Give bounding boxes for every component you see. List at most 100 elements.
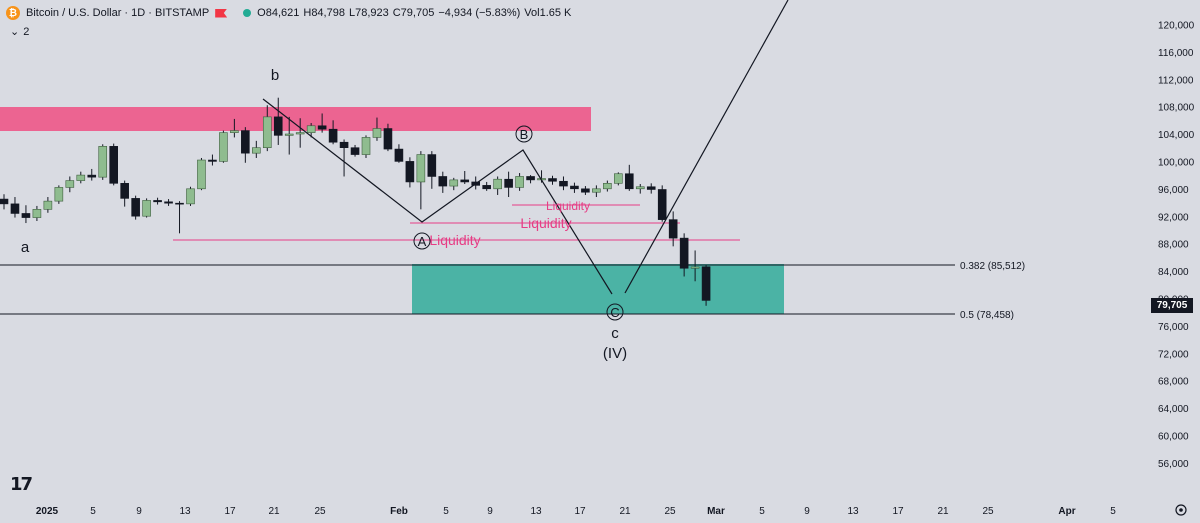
candle[interactable] xyxy=(603,180,612,192)
candle[interactable] xyxy=(701,265,711,306)
candle[interactable] xyxy=(504,171,513,198)
candle[interactable] xyxy=(427,151,437,189)
candle[interactable] xyxy=(592,185,601,198)
price-tick-label: 100,000 xyxy=(1158,158,1195,169)
candle[interactable] xyxy=(54,185,64,204)
candle[interactable] xyxy=(614,172,623,186)
candle[interactable] xyxy=(197,157,206,191)
candle-body xyxy=(98,146,108,178)
candle[interactable] xyxy=(262,105,272,152)
candle[interactable] xyxy=(252,140,261,158)
candle[interactable] xyxy=(10,197,20,218)
abc-wave-path[interactable] xyxy=(262,98,613,295)
price-tick-label: 108,000 xyxy=(1158,103,1195,114)
resistance-zone[interactable] xyxy=(0,107,591,131)
candle[interactable] xyxy=(361,135,371,158)
gear-icon[interactable] xyxy=(1175,504,1187,516)
candle[interactable] xyxy=(284,116,294,155)
open-value: O84,621 xyxy=(257,7,300,19)
candle[interactable] xyxy=(65,176,75,193)
candle[interactable] xyxy=(175,201,184,234)
candle[interactable] xyxy=(372,117,382,141)
candle-body xyxy=(372,128,382,138)
candle[interactable] xyxy=(394,144,404,163)
price-tick-label: 112,000 xyxy=(1158,75,1194,86)
candle[interactable] xyxy=(98,144,108,180)
candle[interactable] xyxy=(460,170,470,185)
candle[interactable] xyxy=(328,120,338,145)
candle[interactable] xyxy=(438,171,448,193)
projection-line[interactable] xyxy=(624,0,789,294)
liquidity-label-1: Liquidity xyxy=(429,232,480,248)
candle-body xyxy=(614,173,623,184)
candle[interactable] xyxy=(679,233,689,277)
candle-body xyxy=(262,116,272,149)
candle[interactable] xyxy=(306,123,316,138)
candle[interactable] xyxy=(548,175,557,185)
candle-body xyxy=(515,176,524,188)
candle[interactable] xyxy=(339,139,349,177)
symbol-header[interactable]: ₿ Bitcoin / U.S. Dollar · 1D · BITSTAMP … xyxy=(6,4,571,22)
candle[interactable] xyxy=(416,151,426,210)
candle[interactable] xyxy=(87,168,97,181)
symbol-title[interactable]: Bitcoin / U.S. Dollar · 1D · BITSTAMP xyxy=(26,7,210,19)
time-axis[interactable]: 2025 5 9 13 17 21 25 Feb 5 9 13 17 21 25 Mar 5 9 13 17 21 25… xyxy=(36,506,1116,517)
candle[interactable] xyxy=(317,113,327,133)
candle[interactable] xyxy=(164,199,173,206)
candle[interactable] xyxy=(186,186,195,206)
candle[interactable] xyxy=(570,182,579,193)
candle[interactable] xyxy=(142,198,151,218)
candle[interactable] xyxy=(273,97,283,145)
candle[interactable] xyxy=(21,205,31,224)
price-tick-label: 76,000 xyxy=(1158,322,1189,333)
candle[interactable] xyxy=(581,186,590,195)
candle[interactable] xyxy=(405,157,415,188)
change-value: −4,934 (−5.83%) xyxy=(438,7,521,19)
candle-body xyxy=(164,201,173,204)
tradingview-logo-icon[interactable]: 17 xyxy=(10,474,33,495)
candle[interactable] xyxy=(624,164,634,191)
candle-body xyxy=(383,128,393,150)
candle-body xyxy=(120,183,129,199)
candle[interactable] xyxy=(559,176,568,191)
candle[interactable] xyxy=(32,205,42,221)
candle[interactable] xyxy=(482,181,491,191)
candle[interactable] xyxy=(295,118,305,148)
candle[interactable] xyxy=(383,123,393,152)
candle[interactable] xyxy=(109,143,118,186)
time-tick-label: 21 xyxy=(619,506,631,517)
candle[interactable] xyxy=(230,118,239,138)
candle[interactable] xyxy=(515,173,524,191)
candle-body xyxy=(175,202,184,205)
candle[interactable] xyxy=(690,250,700,282)
candle[interactable] xyxy=(668,211,678,247)
candle[interactable] xyxy=(646,183,656,194)
candle[interactable] xyxy=(0,194,9,210)
candle[interactable] xyxy=(635,184,645,194)
candle[interactable] xyxy=(208,154,217,166)
flag-icon[interactable] xyxy=(215,8,228,18)
candle[interactable] xyxy=(449,177,459,191)
candle[interactable] xyxy=(43,197,53,213)
candles-layer[interactable] xyxy=(0,97,711,306)
price-axis[interactable]: 120,000 116,000 112,000 108,000 104,000 100,0… xyxy=(1158,21,1195,470)
candle[interactable] xyxy=(76,171,86,184)
candle-body xyxy=(153,200,162,203)
candle[interactable] xyxy=(526,175,535,184)
candle-body xyxy=(241,130,250,154)
candle[interactable] xyxy=(131,195,140,220)
candle[interactable] xyxy=(120,180,129,207)
bitcoin-icon: ₿ xyxy=(6,6,20,20)
candle[interactable] xyxy=(153,197,162,205)
candle[interactable] xyxy=(219,130,228,163)
indicators-toggle[interactable]: ⌄ 2 xyxy=(10,25,29,39)
candle[interactable] xyxy=(241,127,250,163)
low-value: L78,923 xyxy=(348,7,389,19)
price-tick-label: 88,000 xyxy=(1158,240,1189,251)
candle[interactable] xyxy=(493,176,502,195)
time-tick-label: 25 xyxy=(314,506,326,517)
candle[interactable] xyxy=(657,185,667,222)
candle[interactable] xyxy=(350,144,360,157)
